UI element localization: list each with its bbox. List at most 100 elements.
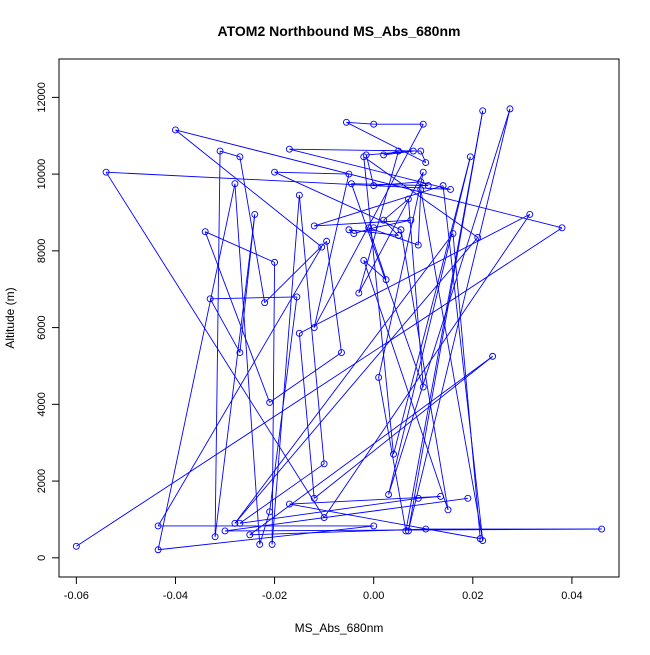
data-point [261, 299, 269, 307]
data-point [338, 349, 345, 356]
data-point [216, 147, 224, 155]
data-point [419, 168, 427, 176]
data-point [310, 494, 318, 502]
data-point [424, 182, 432, 190]
data-point [370, 224, 378, 232]
data-point [102, 168, 110, 176]
series-line-segment [269, 352, 342, 403]
y-tick-label: 8000 [36, 239, 48, 263]
series-line-segment [175, 129, 563, 229]
series-line-segment [239, 156, 266, 303]
series-line-segment [209, 298, 241, 353]
data-point [320, 460, 328, 468]
series-line-segment [299, 214, 531, 334]
series-line-segment [239, 463, 325, 524]
data-point [449, 230, 457, 238]
series-line-segment [393, 156, 471, 455]
data-point [370, 522, 378, 530]
series-line-segment [210, 296, 297, 300]
data-point [256, 540, 264, 548]
series-line-segment [314, 219, 411, 227]
data-point [310, 222, 318, 230]
data-point [345, 226, 353, 234]
series-line-segment [383, 198, 409, 221]
data-point [464, 494, 472, 502]
data-point [466, 153, 474, 161]
data-point [310, 324, 318, 332]
data-point [285, 500, 293, 508]
data-point [375, 374, 383, 381]
series-line-segment [105, 171, 325, 518]
data-point [417, 186, 425, 193]
series-line-segment [365, 154, 375, 186]
data-point [236, 519, 244, 527]
data-point [221, 527, 229, 535]
data-point [395, 232, 402, 239]
y-tick-label: 4000 [36, 392, 48, 416]
data-point [154, 522, 162, 530]
data-point [447, 186, 454, 193]
data-point [318, 243, 326, 251]
data-point [206, 295, 214, 303]
y-tick-label: 6000 [36, 315, 48, 339]
x-tick-label: -0.02 [262, 590, 287, 602]
data-point [479, 107, 487, 115]
data-point [172, 126, 179, 134]
y-tick-label: 10000 [36, 159, 48, 190]
series-line-segment [350, 183, 424, 388]
data-point [355, 289, 363, 297]
series-line-segment [234, 233, 454, 524]
data-point [409, 147, 417, 155]
series-line-segment [271, 195, 300, 545]
data-point [362, 151, 370, 159]
data-point [295, 191, 303, 199]
y-tick-label: 0 [36, 555, 48, 561]
series-line-segment [106, 171, 451, 190]
data-point [266, 508, 274, 516]
x-tick-label: 0.02 [462, 590, 483, 602]
data-point [236, 349, 244, 356]
data-point [268, 540, 276, 548]
data-point [370, 120, 378, 128]
data-point [526, 210, 534, 218]
data-point [365, 224, 373, 232]
series-line-segment [313, 124, 424, 328]
series-line-segment [363, 260, 449, 510]
series-line-segment [417, 189, 422, 246]
data-point [211, 533, 219, 541]
y-tick-label: 12000 [36, 82, 48, 113]
series-line-segment [420, 150, 427, 163]
data-point [154, 546, 162, 554]
data-point [395, 147, 402, 155]
series-line-segment [373, 181, 421, 187]
series-line-segment [76, 227, 563, 547]
x-tick-label: 0.00 [363, 590, 384, 602]
series-line-segment [348, 229, 399, 236]
data-point [231, 180, 239, 188]
data-point [231, 519, 239, 527]
data-point [414, 241, 422, 249]
data-point [422, 525, 430, 533]
series-line-segment [378, 377, 407, 532]
data-point [422, 159, 430, 167]
series-line-segment [271, 262, 276, 545]
data-point [439, 182, 447, 190]
series-line-segment [351, 183, 429, 187]
data-point [345, 170, 353, 178]
data-point [382, 276, 390, 284]
series-line-segment [346, 121, 374, 125]
series-line-segment [363, 260, 387, 280]
series-line-segment [346, 121, 426, 164]
series-line-segment [249, 356, 493, 536]
series-line-segment [259, 511, 271, 545]
data-point [474, 233, 482, 241]
series-line-segment [368, 227, 419, 246]
series-line-segment [442, 185, 484, 541]
data-point [347, 180, 355, 188]
data-point [266, 398, 274, 406]
data-point [402, 527, 410, 535]
data-point [558, 224, 566, 232]
series-line-segment [205, 231, 275, 263]
series-line-segment [289, 503, 481, 540]
